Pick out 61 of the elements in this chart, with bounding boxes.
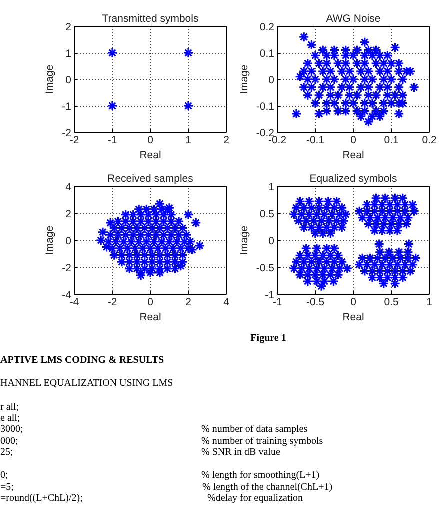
text: % number of training symbols — [202, 436, 324, 447]
x-tick-label: 0 — [148, 134, 154, 146]
x-axis-title: Real — [342, 312, 364, 324]
chart-title: Transmitted symbols — [102, 13, 199, 25]
x-axis-title: Real — [342, 150, 364, 162]
y-tick-label: 4 — [66, 182, 72, 194]
y-tick-label: -2 — [62, 262, 72, 274]
x-tick-label: -2 — [108, 296, 118, 308]
text: HANNEL EQUALIZATION USING LMS — [0, 378, 174, 389]
text: % number of data samples — [202, 424, 308, 435]
x-tick-label: 0.5 — [384, 296, 399, 308]
x-tick-label: 2 — [224, 134, 230, 146]
text: r all; — [0, 402, 20, 413]
y-tick-label: 1 — [268, 182, 275, 194]
text: =round((L+ChL)/2); — [0, 493, 84, 504]
text: % SNR in dB value — [202, 447, 281, 458]
x-tick-label: -0.1 — [306, 134, 325, 146]
chart-title: Received samples — [108, 173, 194, 185]
y-tick-label: 2 — [66, 208, 72, 220]
y-tick-label: 0.1 — [260, 48, 275, 60]
text: 3000; — [0, 424, 24, 435]
x-tick-label: 1 — [426, 296, 433, 308]
chart-title: AWG Noise — [326, 13, 381, 25]
y-tick-label: -1 — [62, 101, 72, 113]
y-tick-label: 0.2 — [260, 22, 275, 34]
x-tick-label: -0.5 — [306, 296, 325, 308]
y-axis-title: Image — [238, 64, 250, 94]
y-tick-label: 1 — [66, 48, 72, 60]
x-tick-label: 0 — [148, 296, 154, 308]
y-axis-title: Image — [44, 64, 56, 94]
caption: Figure 1 — [250, 333, 286, 344]
text: APTIVE LMS CODING & RESULTS — [0, 355, 164, 366]
x-tick-label: 0 — [350, 134, 357, 146]
text: =5; — [0, 482, 14, 493]
x-tick-label: 0 — [350, 296, 357, 308]
text: % length for smoothing(L+1) — [202, 470, 320, 481]
y-tick-label: -0.1 — [256, 101, 275, 113]
text: 0; — [0, 470, 8, 481]
x-axis-title: Real — [140, 312, 162, 324]
y-tick-label: 0 — [66, 74, 72, 86]
y-tick-label: 0 — [66, 236, 72, 248]
x-tick-label: -1 — [108, 134, 118, 146]
text: 25; — [0, 447, 14, 458]
chart-title: Equalized symbols — [310, 173, 398, 185]
y-tick-label: -0.5 — [256, 262, 275, 274]
y-tick-label: 0 — [268, 236, 275, 248]
text: %delay for equalization — [208, 493, 304, 504]
x-tick-label: 0.2 — [422, 134, 437, 146]
y-axis-title: Image — [238, 226, 250, 256]
x-tick-label: 0.1 — [384, 134, 399, 146]
text: % length of the channel(ChL+1) — [202, 482, 333, 493]
x-tick-label: 4 — [224, 296, 230, 308]
y-tick-label: 0 — [268, 74, 275, 86]
y-tick-label: 2 — [66, 22, 72, 34]
y-axis-title: Image — [44, 226, 56, 256]
text: e all; — [0, 413, 20, 424]
x-tick-label: 2 — [186, 296, 192, 308]
y-tick-label: 0.5 — [260, 208, 275, 220]
x-axis-title: Real — [140, 150, 162, 162]
x-tick-label: 1 — [186, 134, 192, 146]
text: 000; — [0, 436, 18, 447]
